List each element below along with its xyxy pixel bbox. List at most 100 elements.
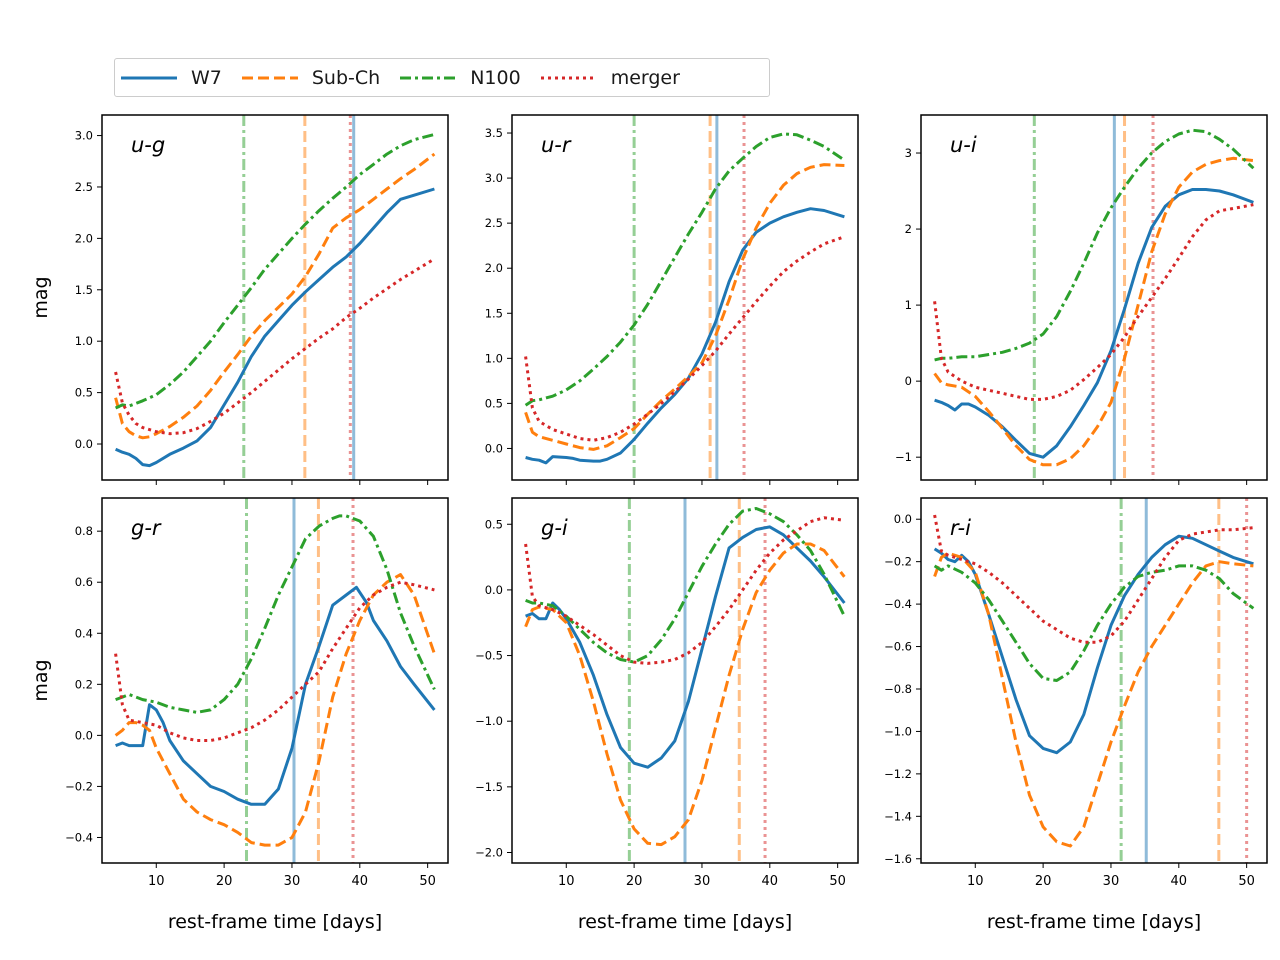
series-merger — [524, 516, 845, 665]
legend-swatch — [241, 76, 298, 79]
plot-area — [933, 498, 1255, 863]
y-tick-label: 1.5 — [485, 306, 503, 320]
series-sub-ch — [114, 573, 436, 847]
y-tick-label: 0.5 — [75, 386, 93, 400]
legend-item: N100 — [400, 66, 521, 89]
y-tick-label: −1.4 — [884, 809, 912, 823]
panel-g-r: −0.4 −0.2 0.0 0.2 0.4 0.6 0.8 10 20 30 40 50 g-r mag r… — [30, 497, 449, 933]
x-tick-label: 30 — [694, 874, 711, 889]
y-tick-label: 3 — [905, 146, 912, 160]
y-tick-label: 2 — [905, 222, 912, 236]
series-w7 — [115, 585, 436, 806]
x-tick-label: 40 — [762, 874, 779, 889]
x-tick-label: 40 — [1171, 874, 1188, 889]
x-tick-label: 20 — [1035, 874, 1052, 889]
panel-title: u-i — [950, 133, 977, 157]
x-tick-label: 50 — [1238, 874, 1255, 889]
series-merger — [933, 514, 1254, 644]
legend-swatch — [121, 76, 177, 79]
y-tick-label: 0.0 — [75, 728, 93, 742]
x-axis-label: rest-frame time [days] — [578, 911, 792, 933]
x-tick-label: 30 — [1103, 874, 1120, 889]
y-tick-label: −0.6 — [884, 640, 912, 654]
x-tick-label: 50 — [419, 874, 436, 889]
y-tick-label: −0.5 — [475, 649, 503, 663]
y-tick-label: 0.0 — [75, 437, 93, 451]
legend-swatch — [400, 76, 457, 79]
panel-u-g: 0.0 0.5 1.0 1.5 2.0 2.5 3.0 u-g mag — [30, 114, 449, 485]
x-axis-label: rest-frame time [days] — [987, 911, 1201, 933]
y-tick-label: 0 — [905, 374, 912, 388]
panel-r-i: −1.6 −1.4 −1.2 −1.0 −0.8 −0.6 −0.4 −0.2 0.0 10 20 3… — [884, 497, 1268, 933]
panel-title: u-r — [541, 133, 572, 157]
y-tick-label: −0.8 — [884, 682, 912, 696]
y-tick-label: −2.0 — [475, 845, 503, 859]
y-tick-label: 0.5 — [485, 517, 503, 531]
legend-label: merger — [610, 66, 680, 89]
plot-area — [524, 115, 846, 480]
y-tick-label: 0.0 — [485, 583, 503, 597]
series-w7 — [525, 207, 845, 465]
x-tick-label: 20 — [626, 874, 643, 889]
plot-area — [524, 498, 846, 863]
x-tick-label: 10 — [148, 874, 165, 889]
y-tick-label: −0.4 — [65, 830, 93, 844]
y-tick-label: −1 — [895, 450, 912, 464]
y-tick-label: −1.0 — [884, 724, 912, 738]
series-merger — [524, 235, 845, 442]
axes-frame — [920, 497, 1268, 864]
series-merger — [114, 580, 435, 742]
x-tick-label: 40 — [352, 874, 369, 889]
x-tick-label: 10 — [558, 874, 575, 889]
x-tick-label: 50 — [829, 874, 846, 889]
y-tick-label: −1.0 — [475, 714, 503, 728]
y-tick-label: 0.8 — [75, 524, 93, 538]
y-tick-label: −1.5 — [475, 780, 503, 794]
legend-label: Sub-Ch — [311, 66, 381, 89]
y-tick-label: −1.2 — [884, 767, 912, 781]
y-tick-label: −1.6 — [884, 852, 912, 866]
axes-frame — [920, 114, 1268, 481]
y-tick-label: 0.2 — [75, 677, 93, 691]
legend-item: merger — [540, 66, 680, 89]
series-w7 — [933, 534, 1254, 755]
y-tick-label: 1 — [905, 298, 912, 312]
series-w7 — [525, 525, 846, 769]
series-sub-ch — [114, 152, 436, 440]
legend-label: W7 — [191, 66, 222, 89]
y-axis-label: mag — [30, 276, 52, 318]
panel-title: u-g — [131, 133, 165, 157]
panel-title: g-r — [131, 516, 162, 540]
series-w7 — [934, 188, 1254, 459]
y-tick-label: 0.6 — [75, 575, 93, 589]
legend-label: N100 — [470, 66, 521, 89]
series-sub-ch — [933, 156, 1254, 467]
y-axis-label: mag — [30, 659, 52, 701]
axes-frame — [511, 497, 859, 864]
series-merger — [933, 203, 1254, 401]
axes-frame — [101, 497, 449, 864]
series-n100 — [114, 133, 435, 410]
x-axis-label: rest-frame time [days] — [168, 911, 382, 933]
y-tick-label: 0.4 — [75, 626, 93, 640]
plot-area — [933, 115, 1255, 480]
series-sub-ch — [933, 551, 1254, 848]
y-tick-label: 2.5 — [75, 180, 93, 194]
y-tick-label: 1.0 — [485, 351, 503, 365]
panel-g-i: −2.0 −1.5 −1.0 −0.5 0.0 0.5 10 20 30 40 50 g-i rest-… — [475, 497, 859, 933]
legend-swatch — [540, 76, 597, 79]
y-tick-label: 3.5 — [485, 126, 503, 140]
y-tick-label: 2.0 — [75, 231, 93, 245]
panel-u-i: −1 0 1 2 3 u-i — [895, 114, 1268, 485]
legend-item: Sub-Ch — [241, 66, 381, 89]
axes-frame — [101, 114, 449, 481]
legend: W7 Sub-Ch N100 merger — [114, 58, 770, 97]
axes-frame — [511, 114, 859, 481]
series-n100 — [933, 564, 1255, 682]
y-tick-label: −0.2 — [65, 779, 93, 793]
x-tick-label: 20 — [216, 874, 233, 889]
y-tick-label: 1.0 — [75, 334, 93, 348]
x-tick-label: 10 — [967, 874, 984, 889]
series-merger — [114, 257, 436, 436]
y-tick-label: 0.0 — [894, 512, 912, 526]
